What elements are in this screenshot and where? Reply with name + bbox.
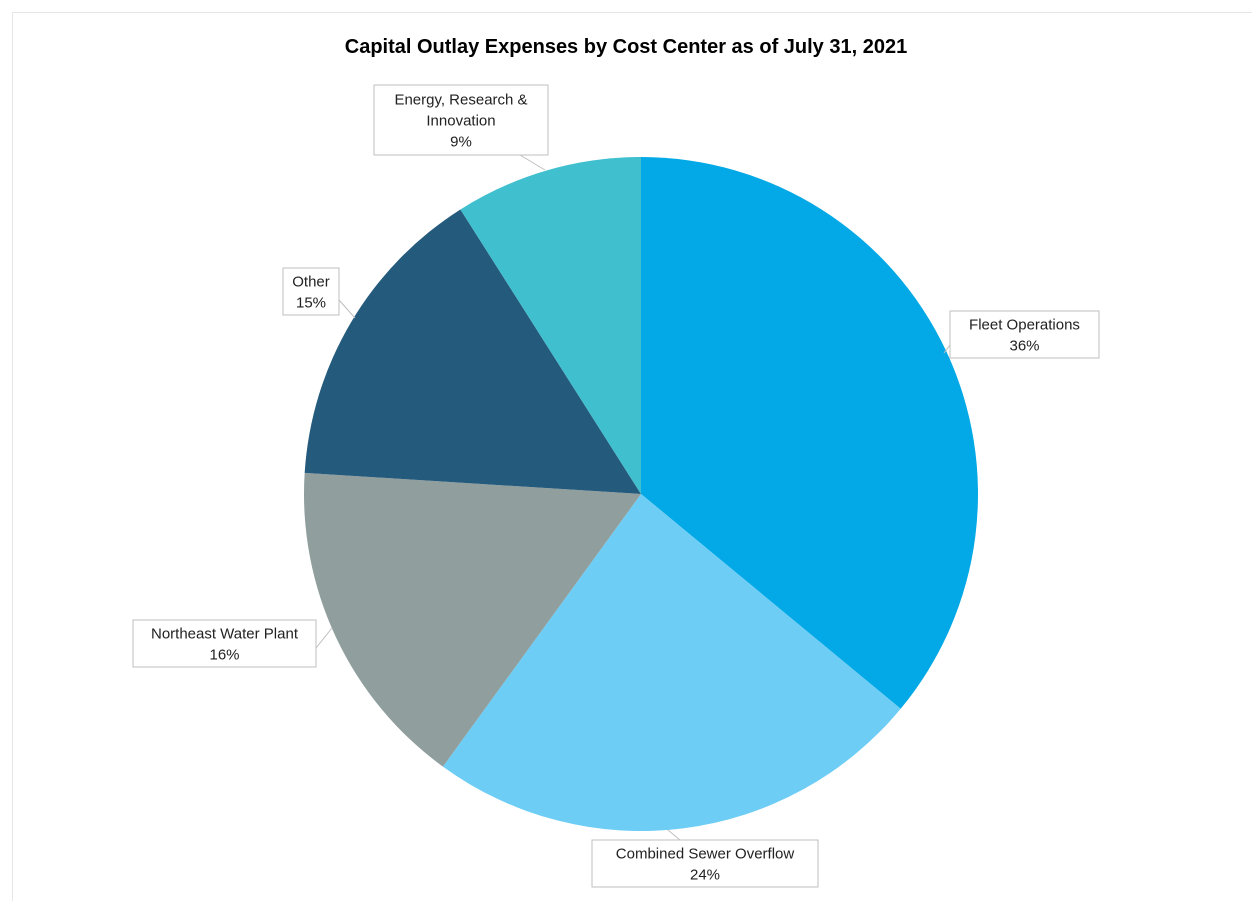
label-box	[132, 619, 317, 668]
data-label-3: Other 15%	[282, 267, 356, 319]
data-label-0: Fleet Operations 36%	[943, 310, 1100, 359]
data-label-1: Combined Sewer Overflow 24%	[591, 829, 819, 888]
leader-line	[943, 344, 951, 354]
pie-labels: Fleet Operations 36% Combined Sewer Overfl…	[132, 84, 1100, 888]
pie-slice-1	[442, 494, 901, 831]
data-label-2: Northeast Water Plant 16%	[132, 619, 333, 668]
slice-label: Innovation	[426, 113, 495, 130]
slice-label: Combined Sewer Overflow	[616, 846, 795, 863]
label-box	[373, 84, 549, 156]
chart-title: Capital Outlay Expenses by Cost Center a…	[344, 36, 908, 58]
label-box	[949, 310, 1100, 359]
leader-line	[338, 299, 356, 319]
pie-slices	[303, 157, 978, 831]
slice-percent: 36%	[1009, 338, 1039, 355]
leader-line	[667, 829, 681, 841]
slice-percent: 16%	[209, 647, 239, 664]
slice-percent: 9%	[450, 134, 472, 151]
label-box	[282, 267, 340, 316]
pie-slice-2	[303, 472, 641, 767]
pie-slice-4	[460, 157, 641, 494]
slice-label: Northeast Water Plant	[151, 626, 299, 643]
slice-label: Energy, Research &	[394, 92, 527, 109]
leader-line	[519, 154, 546, 171]
slice-label: Fleet Operations	[969, 317, 1080, 334]
pie-slice-3	[304, 209, 641, 494]
pie-slice-0	[641, 157, 978, 709]
data-label-4: Energy, Research & Innovation 9%	[373, 84, 549, 171]
chart-frame	[12, 12, 1252, 901]
slice-percent: 15%	[296, 295, 326, 312]
leader-line	[315, 627, 333, 649]
slice-label: Other	[292, 274, 330, 291]
slice-percent: 24%	[690, 867, 720, 884]
label-box	[591, 839, 819, 888]
